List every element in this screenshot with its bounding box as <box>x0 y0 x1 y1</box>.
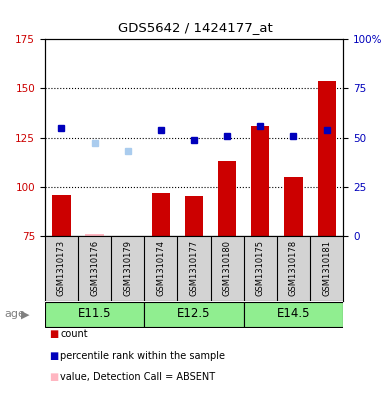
Bar <box>317 81 336 236</box>
Bar <box>45 302 144 327</box>
Text: GSM1310180: GSM1310180 <box>223 240 232 296</box>
Text: GSM1310174: GSM1310174 <box>156 240 165 296</box>
Text: count: count <box>60 329 88 339</box>
Bar <box>144 302 244 327</box>
Bar <box>85 234 104 236</box>
Text: GSM1310175: GSM1310175 <box>256 240 265 296</box>
Bar <box>244 302 343 327</box>
Text: GSM1310179: GSM1310179 <box>123 240 132 296</box>
Text: E12.5: E12.5 <box>177 307 211 320</box>
Text: GDS5642 / 1424177_at: GDS5642 / 1424177_at <box>118 21 272 34</box>
Text: percentile rank within the sample: percentile rank within the sample <box>60 351 225 361</box>
Text: GSM1310181: GSM1310181 <box>322 240 331 296</box>
Text: value, Detection Call = ABSENT: value, Detection Call = ABSENT <box>60 372 216 382</box>
Text: age: age <box>4 309 25 320</box>
Bar <box>251 126 269 236</box>
Text: GSM1310173: GSM1310173 <box>57 240 66 296</box>
Bar <box>218 161 236 236</box>
Text: E14.5: E14.5 <box>277 307 310 320</box>
Text: GSM1310177: GSM1310177 <box>190 240 199 296</box>
Bar <box>152 193 170 236</box>
Text: E11.5: E11.5 <box>78 307 111 320</box>
Bar <box>284 177 303 236</box>
Text: ■: ■ <box>49 351 58 361</box>
Text: ■: ■ <box>49 329 58 339</box>
Text: ▶: ▶ <box>21 309 30 320</box>
Text: GSM1310176: GSM1310176 <box>90 240 99 296</box>
Bar <box>185 196 203 236</box>
Text: GSM1310178: GSM1310178 <box>289 240 298 296</box>
Text: ■: ■ <box>49 372 58 382</box>
Bar <box>52 195 71 236</box>
